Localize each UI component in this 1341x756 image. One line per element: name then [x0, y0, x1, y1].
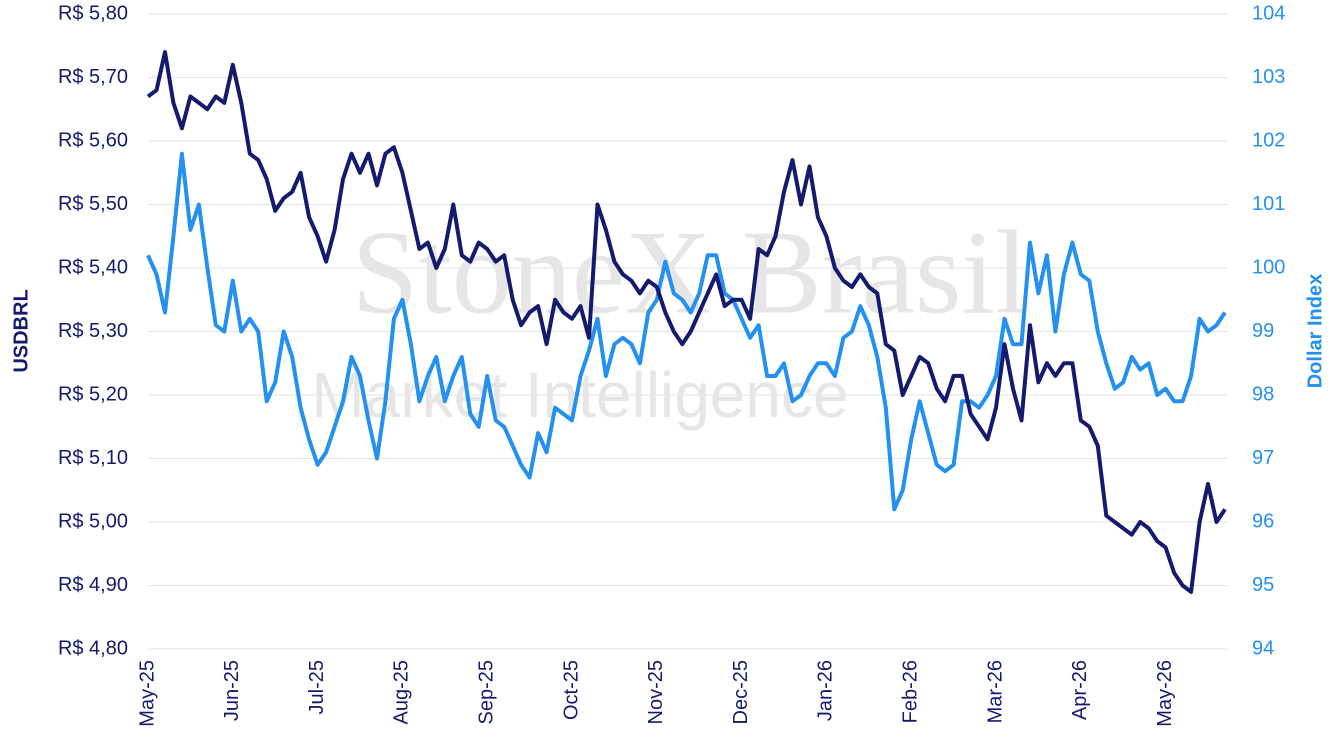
y2-tick-label: 103	[1252, 66, 1285, 88]
x-tick-label: Sep-25	[475, 660, 497, 725]
y-tick-label: R$ 5,40	[58, 256, 128, 278]
x-tick-label: Jan-26	[815, 660, 837, 721]
y2-tick-label: 101	[1252, 193, 1285, 215]
y2-tick-label: 99	[1252, 320, 1274, 342]
y-axis-title: USDBRL	[10, 289, 32, 372]
y2-tick-label: 94	[1252, 637, 1274, 659]
y-tick-label: R$ 4,90	[58, 574, 128, 596]
x-tick-label: Oct-25	[560, 660, 582, 720]
y-tick-label: R$ 5,10	[58, 447, 128, 469]
y-tick-label: R$ 4,80	[58, 637, 128, 659]
x-tick-label: Aug-25	[391, 660, 413, 725]
x-tick-label: Jun-25	[221, 660, 243, 721]
x-tick-label: Jul-25	[306, 660, 328, 714]
y-tick-label: R$ 5,80	[58, 2, 128, 24]
x-tick-label: May-26	[1154, 660, 1176, 727]
x-tick-label: Mar-26	[984, 660, 1006, 723]
series-line	[146, 50, 1227, 594]
x-tick-label: Apr-26	[1069, 660, 1091, 720]
y-tick-label: R$ 5,00	[58, 510, 128, 532]
y2-tick-label: 97	[1252, 447, 1274, 469]
y-tick-label: R$ 5,50	[58, 193, 128, 215]
x-tick-label: Nov-25	[645, 660, 667, 724]
x-tick-label: Feb-26	[900, 660, 922, 723]
watermark: StoneX Brasil	[352, 206, 1029, 339]
y2-tick-label: 104	[1252, 2, 1285, 24]
y-tick-label: R$ 5,30	[58, 320, 128, 342]
y2-tick-label: 100	[1252, 256, 1285, 278]
y2-tick-label: 95	[1252, 574, 1274, 596]
y2-tick-label: 102	[1252, 129, 1285, 151]
y-tick-label: R$ 5,20	[58, 383, 128, 405]
x-tick-label: Dec-25	[730, 660, 752, 724]
y-tick-label: R$ 5,70	[58, 66, 128, 88]
y-tick-label: R$ 5,60	[58, 129, 128, 151]
series-line	[146, 151, 1227, 512]
y2-axis-title: Dollar Index	[1304, 274, 1326, 388]
watermark: Market Intelligence	[311, 359, 848, 431]
x-tick-label: May-25	[136, 660, 158, 727]
y2-tick-label: 96	[1252, 510, 1274, 532]
y2-tick-label: 98	[1252, 383, 1274, 405]
